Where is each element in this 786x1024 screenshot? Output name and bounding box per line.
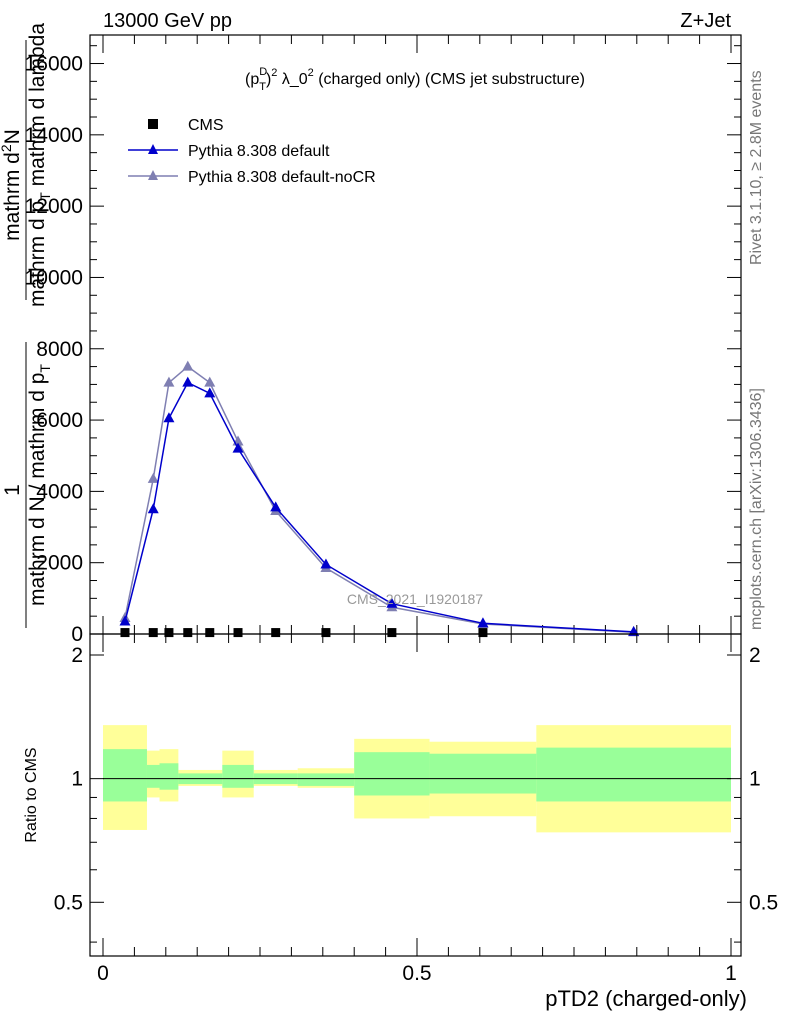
main-y-axis-label: 1 mathrm d N / mathrm d pT mathrm d2N ma… [0, 23, 53, 628]
ratio-band-green [297, 773, 355, 786]
main-y-tick-label: 16000 [25, 53, 83, 76]
series-point-2 [147, 472, 159, 483]
main-ylabel-prefix-denominator: mathrm d N / mathrm d pT [26, 364, 53, 606]
cms-data-point [233, 628, 243, 638]
main-y-tick-label: 6000 [36, 409, 83, 432]
legend-label-pythia-nocr: Pythia 8.308 default-noCR [188, 169, 376, 186]
main-x-ticks [102, 35, 732, 634]
series-point-1 [320, 558, 332, 569]
series-point-1 [232, 442, 244, 453]
rivet-version-label: Rivet 3.1.10, ≥ 2.8M events [748, 70, 765, 265]
ratio-band-green [536, 747, 731, 802]
cms-data-point [387, 628, 397, 638]
legend-label-pythia-default: Pythia 8.308 default [188, 143, 330, 160]
ratio-y-tick-label-right: 1 [749, 768, 761, 791]
ratio-band-green [354, 752, 430, 796]
main-series-group [119, 360, 640, 638]
x-tick-label: 1 [725, 962, 737, 985]
cms-data-point [478, 628, 488, 638]
ratio-y-tick-label-right: 0.5 [749, 891, 778, 914]
main-y-tick-label: 12000 [25, 195, 83, 218]
series-point-1 [477, 617, 489, 628]
main-y-tick-label: 8000 [36, 338, 83, 361]
ratio-x-ticks: 0 0.5 1 [97, 634, 737, 985]
cms-data-point [164, 628, 174, 638]
chart-header-left: 13000 GeV pp [103, 10, 232, 32]
ratio-y-ticks: 0.5 0.5 1 1 2 2 [54, 644, 778, 943]
ratio-band-green [222, 764, 254, 788]
series-point-2 [204, 376, 216, 387]
ratio-y-tick-label: 1 [71, 768, 83, 791]
cms-data-point [271, 628, 281, 638]
legend-entry-cms: CMS [148, 117, 224, 134]
series-point-1 [163, 412, 175, 423]
ratio-plot-frame [89, 633, 742, 957]
cms-data-point [205, 628, 215, 638]
analysis-watermark: CMS_2021_I1920187 [347, 591, 483, 607]
legend-label-cms: CMS [188, 117, 224, 134]
chart-header-right: Z+Jet [680, 10, 731, 32]
legend: CMS Pythia 8.308 default Pythia 8.308 de… [128, 117, 376, 186]
cms-data-point [321, 628, 331, 638]
main-y-ticks: 0 2000 4000 6000 8000 10000 12000 14000 16000 [25, 45, 741, 646]
mcplots-label: mcplots.cern.ch [arXiv:1306.3436] [748, 388, 765, 630]
x-axis-label: pTD2 (charged-only) [545, 986, 747, 1011]
series-point-1 [182, 376, 194, 387]
ratio-y-tick-label: 0.5 [54, 891, 83, 914]
main-y-tick-label: 10000 [25, 266, 83, 289]
ratio-band-green [103, 749, 147, 802]
main-y-tick-label: 4000 [36, 480, 83, 503]
legend-marker-pythia-default [148, 144, 158, 154]
ratio-band-green [159, 763, 179, 790]
legend-marker-cms [148, 119, 158, 129]
legend-entry-pythia-nocr: Pythia 8.308 default-noCR [128, 169, 376, 186]
main-plot-title: (pD T)2 λ_02 (charged only) (CMS jet subs… [245, 66, 585, 93]
main-y-tick-label: 0 [71, 623, 83, 646]
x-tick-label: 0 [97, 962, 109, 985]
series-point-2 [182, 360, 194, 371]
main-y-tick-label: 14000 [25, 124, 83, 147]
cms-data-point [183, 628, 193, 638]
main-ylabel-numerator: mathrm d2N [0, 129, 24, 241]
main-y-tick-label: 2000 [36, 552, 83, 575]
series-point-1 [628, 625, 640, 636]
ratio-y-axis-label: Ratio to CMS [23, 747, 40, 842]
ratio-band-green [429, 753, 537, 794]
legend-entry-pythia-default: Pythia 8.308 default [128, 143, 330, 160]
series-point-1 [270, 501, 282, 512]
main-ylabel-prefix-numerator: 1 [1, 484, 24, 496]
series-point-1 [119, 615, 131, 626]
main-plot-panel: 0 2000 4000 6000 8000 10000 12000 14000 16000 (p… [0, 23, 742, 646]
ratio-plot-panel: 0.5 0.51 12 2 0 0.5 1 Ratio to CMS pTD2 (char… [23, 633, 778, 1011]
cms-data-point [120, 628, 130, 638]
ratio-band-green [146, 764, 160, 788]
legend-marker-pythia-nocr [148, 170, 158, 180]
ratio-y-tick-label: 2 [71, 644, 83, 667]
series-point-1 [386, 597, 398, 608]
series-point-2 [163, 376, 175, 387]
main-ylabel-denominator: mathrm d pT mathrm d lambda [26, 23, 53, 307]
series-point-1 [147, 503, 159, 514]
x-tick-label: 0.5 [402, 962, 431, 985]
ratio-y-tick-label-right: 2 [749, 644, 761, 667]
series-point-1 [204, 387, 216, 398]
cms-data-point [148, 628, 158, 638]
